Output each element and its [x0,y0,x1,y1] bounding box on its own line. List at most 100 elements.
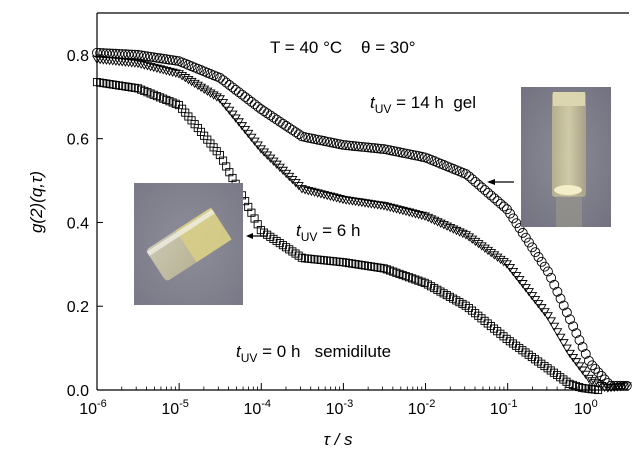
data-point [243,94,254,105]
data-point [539,261,550,272]
data-point [132,59,143,69]
data-series [92,47,632,395]
arrow-gel [487,179,514,185]
data-point [221,77,232,88]
data-point [527,242,538,253]
data-point [296,185,307,194]
data-point [211,93,222,102]
data-point [315,135,326,146]
data-point [596,370,607,381]
data-point [309,188,320,197]
data-point [621,382,632,391]
data-point [385,203,396,213]
data-point [527,292,538,301]
y-tick-label: 0.4 [67,215,89,232]
data-point [315,190,326,199]
data-point [356,198,367,208]
data-point [401,207,412,217]
data-point [394,147,405,158]
data-point [407,209,418,218]
data-point [363,199,374,209]
data-point [542,312,553,321]
data-point [337,195,348,205]
data-point [571,328,582,339]
data-point [378,202,389,211]
data-point [565,314,575,325]
data-point [338,139,348,150]
data-point [227,82,238,93]
data-point [401,148,411,159]
data-point [479,185,490,196]
data-point [322,136,333,147]
data-point [369,143,380,154]
data-point [511,218,522,229]
data-point [407,149,418,160]
data-point [325,137,336,148]
data-point [158,53,169,64]
data-point [151,64,162,73]
data-point [170,55,181,66]
data-point [322,191,333,201]
data-point [524,288,535,297]
data-point [546,317,557,326]
data-point [360,142,370,153]
data-point [498,258,509,267]
data-point [483,187,493,198]
data-point [145,63,156,72]
x-tick-label: 10-6 [79,398,107,418]
data-point [577,342,588,352]
data-point [593,367,604,378]
data-point [312,134,323,145]
annotation-6h-text: = 6 h [317,221,360,240]
data-point [139,61,150,70]
data-point [470,176,481,187]
data-point [536,256,547,267]
data-point [561,307,572,318]
data-point [391,205,402,214]
annotation-14h: tUV = 14 h gel [370,93,476,116]
data-point [303,132,314,143]
data-point [139,50,150,61]
data-point [375,201,386,211]
data-point [379,144,389,155]
data-point [520,232,531,243]
data-point [303,186,314,196]
data-point [558,300,569,311]
x-axis-label: τ / s [323,430,353,449]
data-point [344,196,355,206]
data-point [508,213,519,224]
data-point [293,129,304,140]
data-point [489,193,500,204]
data-point [511,272,522,281]
series-6h [92,55,632,393]
data-point [495,255,506,265]
data-point [517,227,528,238]
data-point [467,174,478,185]
data-point [331,138,342,149]
data-point [561,344,572,353]
data-point [602,378,613,388]
annotation-0h: tUV = 0 h semidilute [236,342,391,365]
data-point [476,242,487,251]
data-point [328,193,339,202]
data-point [372,143,383,154]
data-point [133,49,143,60]
data-point [233,87,244,98]
data-point [473,179,484,190]
data-point [334,139,345,150]
data-point [366,142,377,153]
data-point [404,208,415,217]
data-point [571,358,582,367]
data-point [155,53,166,64]
data-point [486,249,497,258]
y-tick-label: 0.0 [67,383,89,400]
data-point [372,201,383,210]
data-point [524,237,534,248]
data-point [397,147,408,158]
data-point [325,192,336,201]
arrow-6h [246,233,266,239]
data-point [375,143,386,154]
data-point [350,197,361,207]
